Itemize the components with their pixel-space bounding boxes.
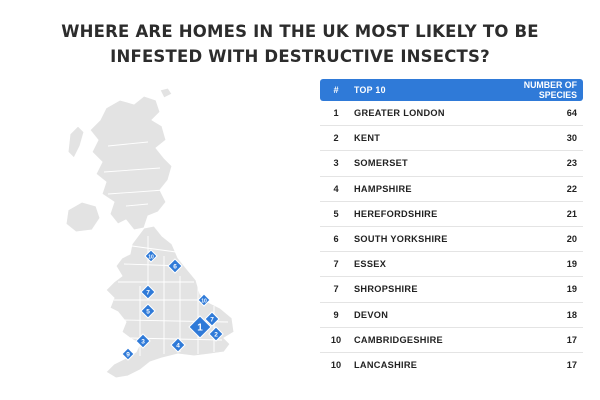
row-rank: 1: [333, 108, 339, 119]
table-header: # TOP 10 NUMBER OF SPECIES: [320, 79, 583, 101]
table-body: 1 GREATER LONDON 64 2 KENT 30 3 SOMERSET 23 4 HAMP…: [320, 101, 583, 378]
row-value: 17: [566, 334, 577, 345]
map-marker: 10: [144, 249, 158, 263]
map-marker: 1: [188, 315, 212, 339]
marker-label: 4: [176, 342, 180, 349]
row-rank: 10: [330, 334, 342, 345]
row-rank: 5: [333, 208, 339, 219]
row-value: 30: [566, 133, 577, 144]
map-marker: 7: [140, 284, 156, 300]
map-marker: 6: [167, 258, 183, 274]
row-name: SHROPSHIRE: [354, 284, 418, 295]
table-row: 10 CAMBRIDGESHIRE 17: [320, 328, 583, 353]
row-rank: 3: [333, 158, 339, 169]
row-rank: 2: [333, 133, 339, 144]
marker-label: 10: [148, 254, 154, 260]
uk-map: 1 2 3 4 5 6 7 7 9 10 10: [65, 87, 235, 379]
row-value: 19: [566, 284, 577, 295]
row-value: 23: [566, 158, 577, 169]
row-value: 20: [566, 234, 577, 245]
row-value: 19: [566, 259, 577, 270]
chart-title: WHERE ARE HOMES IN THE UK MOST LIKELY TO…: [0, 19, 600, 69]
table-row: 7 SHROPSHIRE 19: [320, 277, 583, 303]
map-marker: 5: [140, 303, 156, 319]
row-name: HEREFORDSHIRE: [354, 208, 438, 219]
marker-diamond: [170, 337, 186, 353]
row-name: DEVON: [354, 309, 389, 320]
row-name: ESSEX: [354, 259, 387, 270]
table-row: 10 LANCASHIRE 17: [320, 353, 583, 378]
row-rank: 4: [333, 183, 339, 194]
marker-label: 7: [210, 316, 214, 323]
marker-diamond: [144, 249, 158, 263]
row-value: 22: [566, 183, 577, 194]
row-rank: 6: [333, 234, 339, 245]
row-name: HAMPSHIRE: [354, 183, 412, 194]
row-value: 21: [566, 208, 577, 219]
marker-diamond: [140, 303, 156, 319]
row-name: GREATER LONDON: [354, 108, 445, 119]
table-row: 4 HAMPSHIRE 22: [320, 177, 583, 202]
row-name: KENT: [354, 133, 381, 144]
marker-label: 7: [146, 289, 150, 296]
marker-diamond: [135, 333, 151, 349]
table-row: 5 HEREFORDSHIRE 21: [320, 202, 583, 227]
row-value: 64: [566, 108, 577, 119]
orkney-shape: [159, 87, 173, 99]
header-rank: #: [333, 85, 339, 95]
marker-label: 5: [146, 308, 150, 315]
scotland-shape: [89, 95, 173, 231]
map-marker: 9: [121, 347, 135, 361]
title-line-1: WHERE ARE HOMES IN THE UK MOST LIKELY TO…: [61, 22, 539, 41]
map-marker: 7: [204, 311, 220, 327]
row-rank: 7: [333, 259, 339, 270]
map-markers: 1 2 3 4 5 6 7 7 9 10 10: [121, 249, 224, 361]
map-marker: 2: [208, 326, 224, 342]
map-marker: 4: [170, 337, 186, 353]
northern-ireland-shape: [65, 201, 101, 233]
marker-diamond: [140, 284, 156, 300]
marker-label: 10: [201, 298, 207, 304]
table-row: 1 GREATER LONDON 64: [320, 101, 583, 127]
ranking-table: # TOP 10 NUMBER OF SPECIES 1 GREATER LOND…: [320, 79, 583, 378]
table-row: 9 DEVON 18: [320, 303, 583, 328]
marker-label: 1: [197, 323, 203, 334]
marker-diamond: [188, 315, 212, 339]
table-row: 2 KENT 30: [320, 126, 583, 152]
marker-label: 9: [126, 351, 130, 358]
marker-label: 2: [214, 331, 218, 338]
marker-diamond: [167, 258, 183, 274]
row-name: SOMERSET: [354, 158, 408, 169]
header-value: NUMBER OF SPECIES: [523, 80, 577, 100]
table-row: 3 SOMERSET 23: [320, 151, 583, 177]
table-row: 6 SOUTH YORKSHIRE 20: [320, 227, 583, 253]
marker-diamond: [197, 293, 211, 307]
marker-label: 6: [173, 263, 177, 270]
marker-diamond: [121, 347, 135, 361]
row-name: LANCASHIRE: [354, 360, 418, 371]
hebrides-shape: [67, 125, 85, 159]
marker-diamond: [204, 311, 220, 327]
row-rank: 10: [330, 360, 342, 371]
table-row: 7 ESSEX 19: [320, 252, 583, 278]
map-marker: 3: [135, 333, 151, 349]
county-borders: [103, 141, 229, 356]
header-name: TOP 10: [354, 85, 386, 95]
row-value: 18: [566, 309, 577, 320]
row-name: SOUTH YORKSHIRE: [354, 234, 448, 245]
row-value: 17: [566, 360, 577, 371]
marker-label: 3: [141, 338, 145, 345]
map-marker: 10: [197, 293, 211, 307]
row-rank: 7: [333, 284, 339, 295]
title-line-2: INFESTED WITH DESTRUCTIVE INSECTS?: [110, 47, 490, 66]
row-name: CAMBRIDGESHIRE: [354, 334, 443, 345]
row-rank: 9: [333, 309, 339, 320]
marker-diamond: [208, 326, 224, 342]
